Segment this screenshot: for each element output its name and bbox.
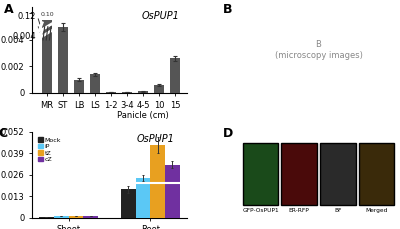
Bar bbox=[83, 216, 98, 218]
Text: 0.004: 0.004 bbox=[12, 32, 36, 41]
FancyBboxPatch shape bbox=[359, 143, 394, 205]
Text: OsPUP1: OsPUP1 bbox=[141, 11, 179, 21]
Text: B
(microscopy images): B (microscopy images) bbox=[275, 40, 362, 60]
Bar bbox=[122, 92, 132, 93]
Text: Merged: Merged bbox=[366, 208, 388, 213]
Bar bbox=[54, 216, 68, 218]
Text: D: D bbox=[222, 127, 233, 140]
Bar bbox=[150, 145, 165, 218]
Text: BF: BF bbox=[334, 208, 342, 213]
Bar bbox=[165, 165, 180, 218]
Bar bbox=[121, 189, 136, 218]
Bar bbox=[68, 216, 83, 218]
Text: OsPUP1: OsPUP1 bbox=[137, 134, 174, 144]
Bar bbox=[58, 27, 68, 93]
Bar bbox=[90, 74, 100, 93]
Text: GFP-OsPUP1: GFP-OsPUP1 bbox=[242, 208, 279, 213]
FancyBboxPatch shape bbox=[320, 143, 356, 205]
Legend: Mock, iP, tZ, cZ: Mock, iP, tZ, cZ bbox=[35, 135, 64, 165]
Bar bbox=[74, 80, 84, 93]
Bar bbox=[154, 85, 164, 93]
Text: Panicle (cm): Panicle (cm) bbox=[117, 111, 169, 120]
Text: 0.12: 0.12 bbox=[18, 12, 36, 21]
FancyBboxPatch shape bbox=[243, 143, 278, 205]
Bar bbox=[170, 58, 180, 93]
Text: ER-RFP: ER-RFP bbox=[289, 208, 310, 213]
Bar bbox=[136, 178, 150, 218]
Bar bbox=[39, 217, 54, 218]
Bar bbox=[106, 92, 116, 93]
Text: B: B bbox=[222, 3, 232, 16]
Text: 0.10: 0.10 bbox=[40, 12, 54, 17]
Text: C: C bbox=[0, 127, 7, 140]
Bar bbox=[42, 20, 52, 93]
FancyBboxPatch shape bbox=[281, 143, 317, 205]
Bar bbox=[138, 91, 148, 93]
Text: A: A bbox=[4, 3, 14, 16]
